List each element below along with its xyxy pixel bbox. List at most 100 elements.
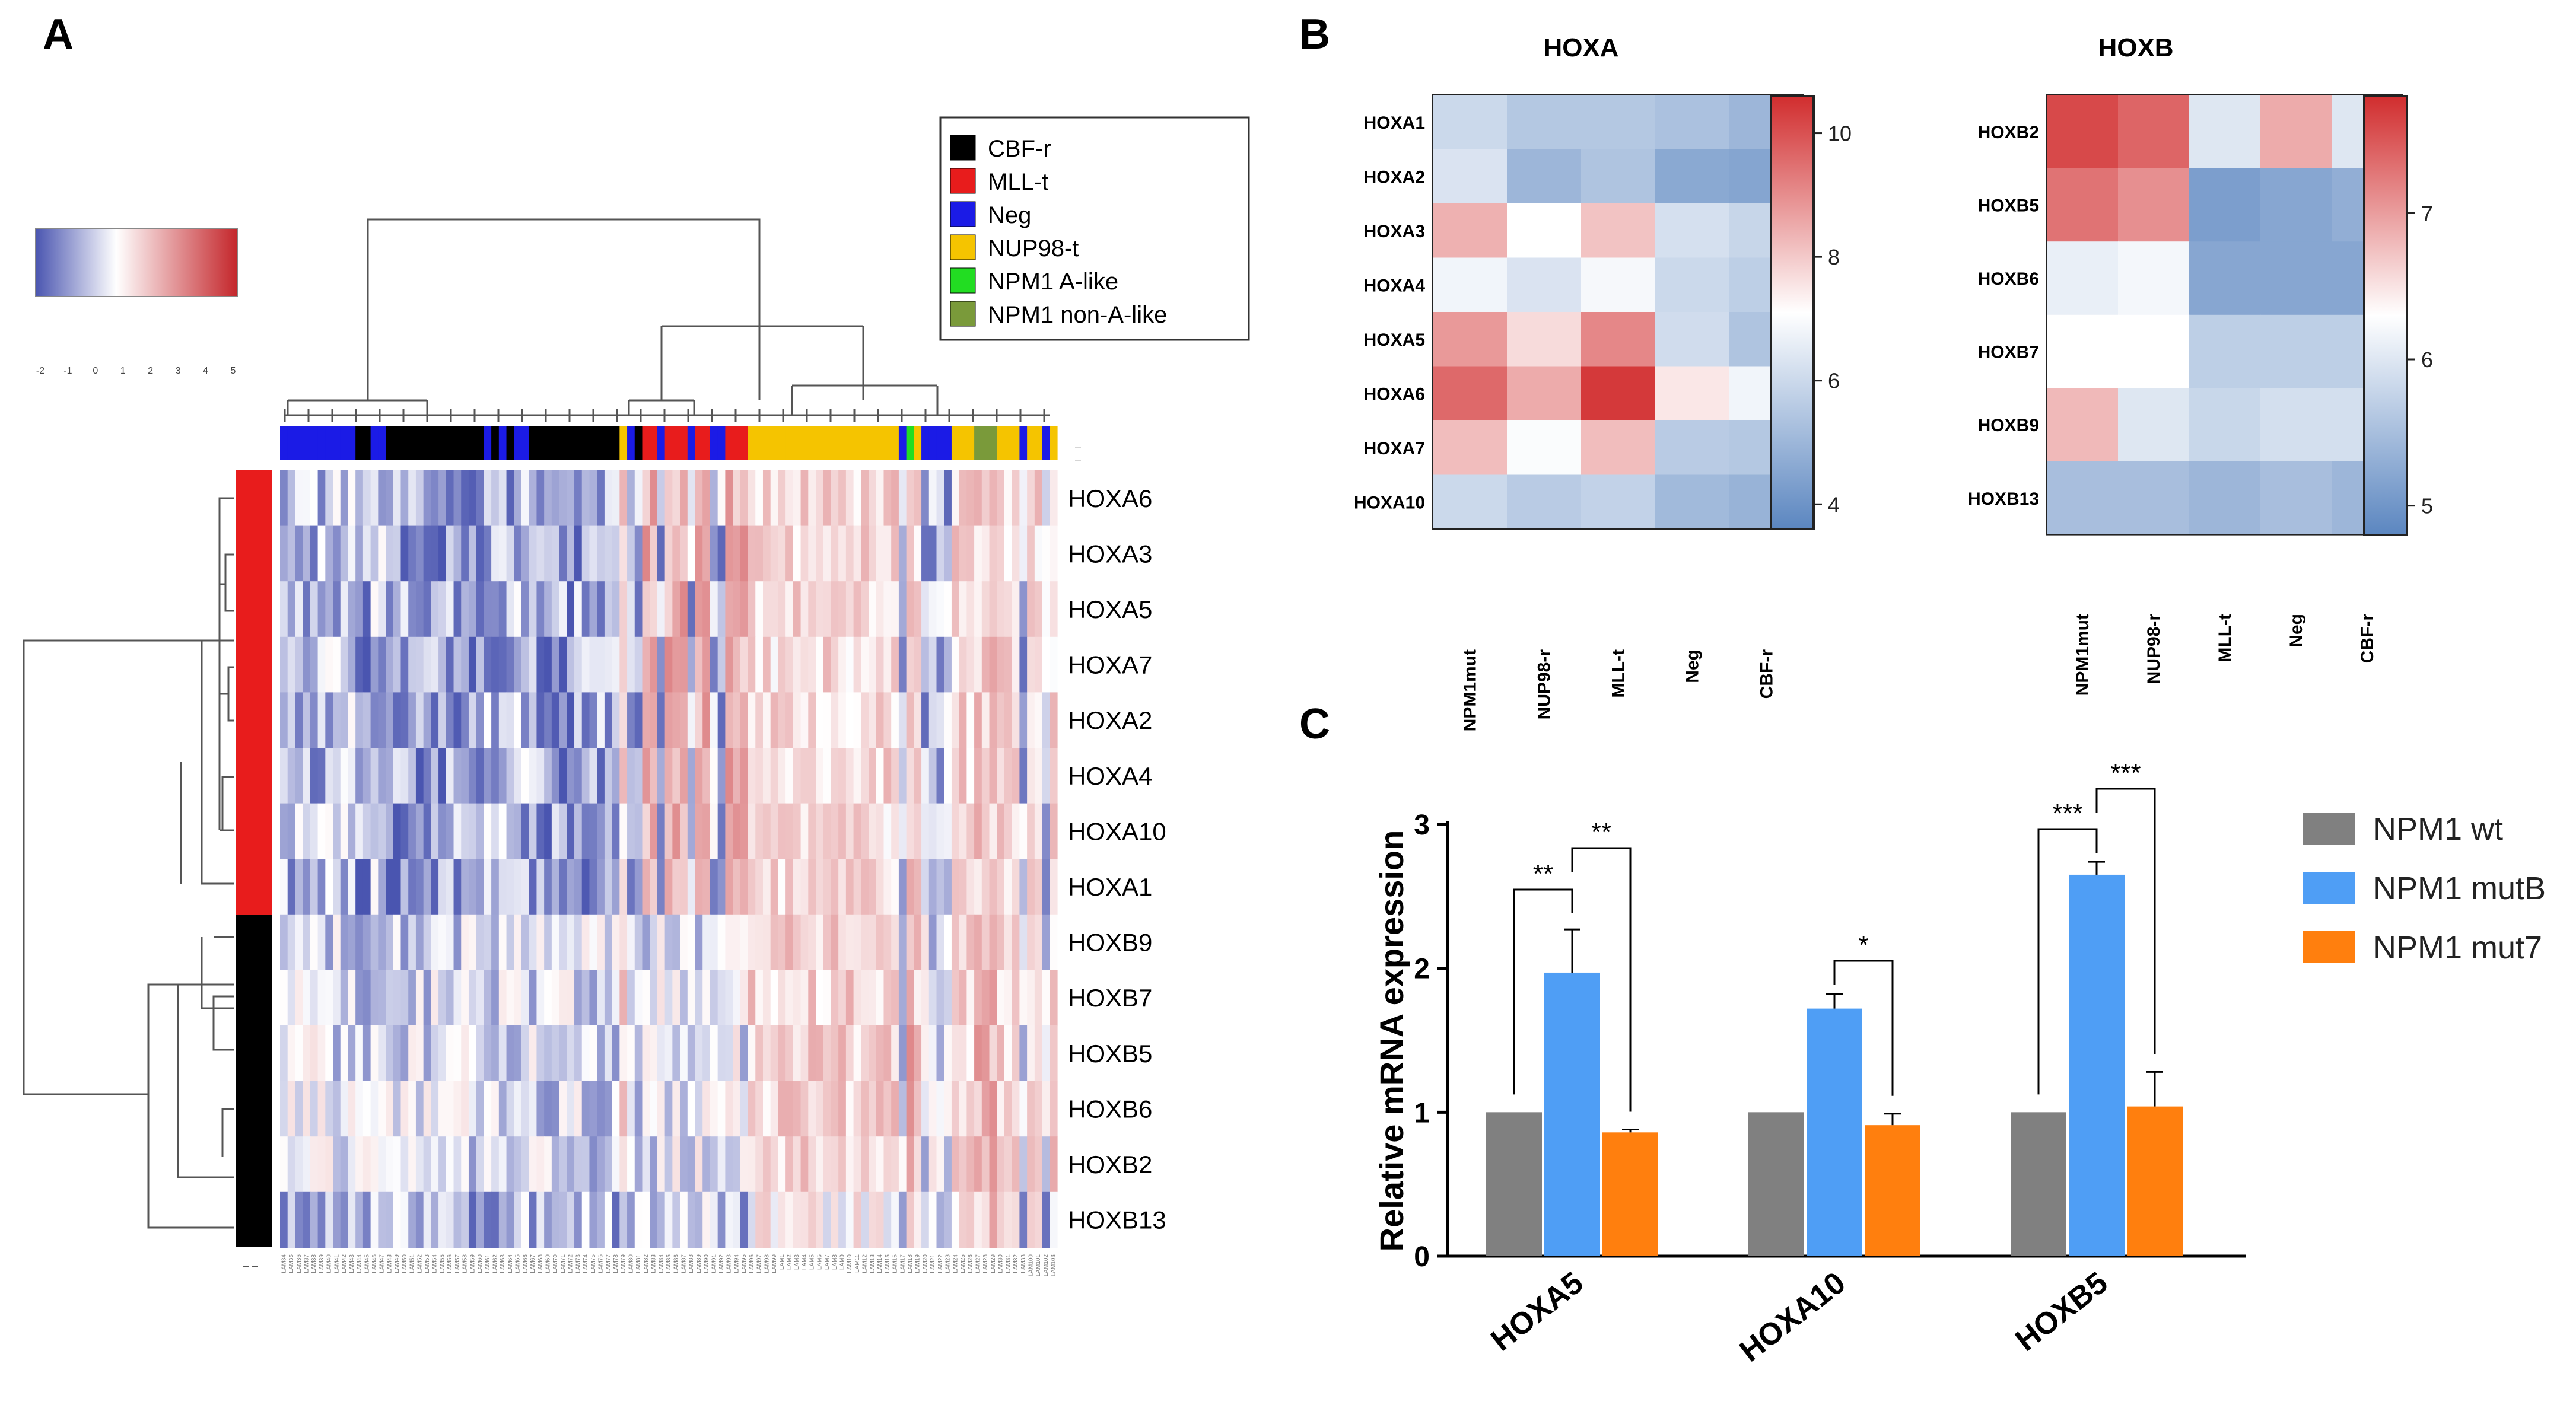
heatmap-cell (491, 970, 500, 1026)
heatmap-cell (717, 914, 726, 970)
heatmap-cell (581, 525, 590, 582)
heatmap-cell (581, 1136, 590, 1193)
heatmap-cell (461, 525, 469, 582)
sample-label: LAM54 (432, 1254, 438, 1273)
heatmap-cell (921, 1025, 930, 1082)
heatmap-cell (936, 470, 944, 527)
bar (2011, 1112, 2066, 1256)
sample-group-cell (453, 426, 462, 460)
hoxa-heatmap-col-labels: NPM1mut NUP98-r MLL-t Neg CBF-r (1461, 649, 1777, 732)
heatmap-cell (869, 1081, 877, 1137)
heatmap-cell (521, 914, 530, 970)
heatmap-cell (808, 1025, 816, 1082)
heatmap-cell (755, 859, 764, 915)
heatmap-cell (415, 970, 424, 1026)
heatmap-cell (664, 914, 673, 970)
heatmap-cell (921, 636, 930, 693)
heatmap-cell (642, 859, 650, 915)
sample-label: LAM27 (975, 1254, 981, 1273)
heatmap-cell (423, 470, 431, 527)
heatmap-cell (1012, 1136, 1020, 1193)
sample-label: LAM59 (469, 1254, 476, 1273)
heatmap-cell (386, 803, 394, 859)
heatmap-cell (567, 636, 575, 693)
heatmap-cell (491, 692, 500, 748)
heatmap-cell (581, 470, 590, 527)
heatmap-cell (914, 1025, 922, 1082)
b-heatmap-cell (1433, 149, 1508, 204)
heatmap-cell (438, 692, 447, 748)
heatmap-cell (567, 581, 575, 638)
heatmap-cell (400, 859, 409, 915)
heatmap-cell (845, 803, 854, 859)
heatmap-cell (1034, 1081, 1043, 1137)
heatmap-cell (898, 1191, 907, 1248)
heatmap-cell (498, 1081, 507, 1137)
heatmap-cell (287, 914, 296, 970)
heatmap-cell (1042, 1081, 1050, 1137)
heatmap-cell (295, 803, 303, 859)
bar-chart-error-bars (1564, 861, 2163, 1133)
heatmap-cell (740, 970, 749, 1026)
heatmap-cell (928, 1081, 937, 1137)
sample-group-cell (989, 426, 997, 460)
heatmap-cell (348, 1081, 356, 1137)
heatmap-cell (393, 581, 402, 638)
heatmap-cell (733, 859, 741, 915)
heatmap-cell (959, 914, 967, 970)
heatmap-cell (567, 748, 575, 804)
heatmap-cell (400, 748, 409, 804)
heatmap-cell (386, 1081, 394, 1137)
heatmap-cell (710, 970, 718, 1026)
heatmap-cell (808, 636, 816, 693)
heatmap-cell (287, 692, 296, 748)
heatmap-cell (514, 1136, 522, 1193)
heatmap-cell (891, 970, 899, 1026)
heatmap-cell (559, 803, 567, 859)
heatmap-cell (785, 859, 794, 915)
heatmap-cell (491, 748, 500, 804)
heatmap-cell (710, 636, 718, 693)
heatmap-cell (491, 803, 500, 859)
heatmap-cell (883, 1025, 892, 1082)
sample-group-cell (468, 426, 477, 460)
sample-label: LAM90 (704, 1254, 710, 1273)
panel-a-color-scale: -2 -1 0 1 2 3 4 5 (35, 228, 238, 376)
heatmap-cell (1050, 1081, 1058, 1137)
heatmap-cell (536, 1191, 545, 1248)
heatmap-cell (869, 636, 877, 693)
heatmap-cell (936, 803, 944, 859)
heatmap-cell (408, 748, 416, 804)
heatmap-cell (589, 525, 597, 582)
sample-group-cell (317, 426, 326, 460)
heatmap-cell (831, 470, 839, 527)
heatmap-cell (408, 1081, 416, 1137)
heatmap-cell (551, 1136, 560, 1193)
hoxb-colorbar-ticks: 567 (2407, 201, 2433, 518)
heatmap-cell (869, 470, 877, 527)
bar-legend-label: NPM1 mut7 (2373, 930, 2542, 966)
heatmap-cell (476, 803, 484, 859)
heatmap-cell (559, 1081, 567, 1137)
heatmap-cell (370, 1191, 379, 1248)
heatmap-cell (295, 914, 303, 970)
heatmap-cell (362, 581, 371, 638)
heatmap-cell (944, 692, 952, 748)
heatmap-cell (695, 914, 703, 970)
heatmap-cell (793, 1191, 802, 1248)
heatmap-cell (664, 748, 673, 804)
b-row-label: HOXB2 (1978, 123, 2039, 142)
heatmap-cell (604, 1191, 613, 1248)
heatmap-cell (506, 1025, 514, 1082)
heatmap-cell (325, 1081, 333, 1137)
b-heatmap-cell (1581, 366, 1656, 421)
heatmap-cell (453, 748, 462, 804)
heatmap-cell (567, 859, 575, 915)
heatmap-cell (891, 803, 899, 859)
x-category-label: HOXA5 (1485, 1266, 1590, 1358)
heatmap-cell (845, 970, 854, 1026)
heatmap-cell (468, 970, 477, 1026)
bar-chart-significance: *********** (1513, 759, 2156, 1112)
sample-label: LAM3 (794, 1254, 800, 1270)
heatmap-cell (966, 1025, 975, 1082)
